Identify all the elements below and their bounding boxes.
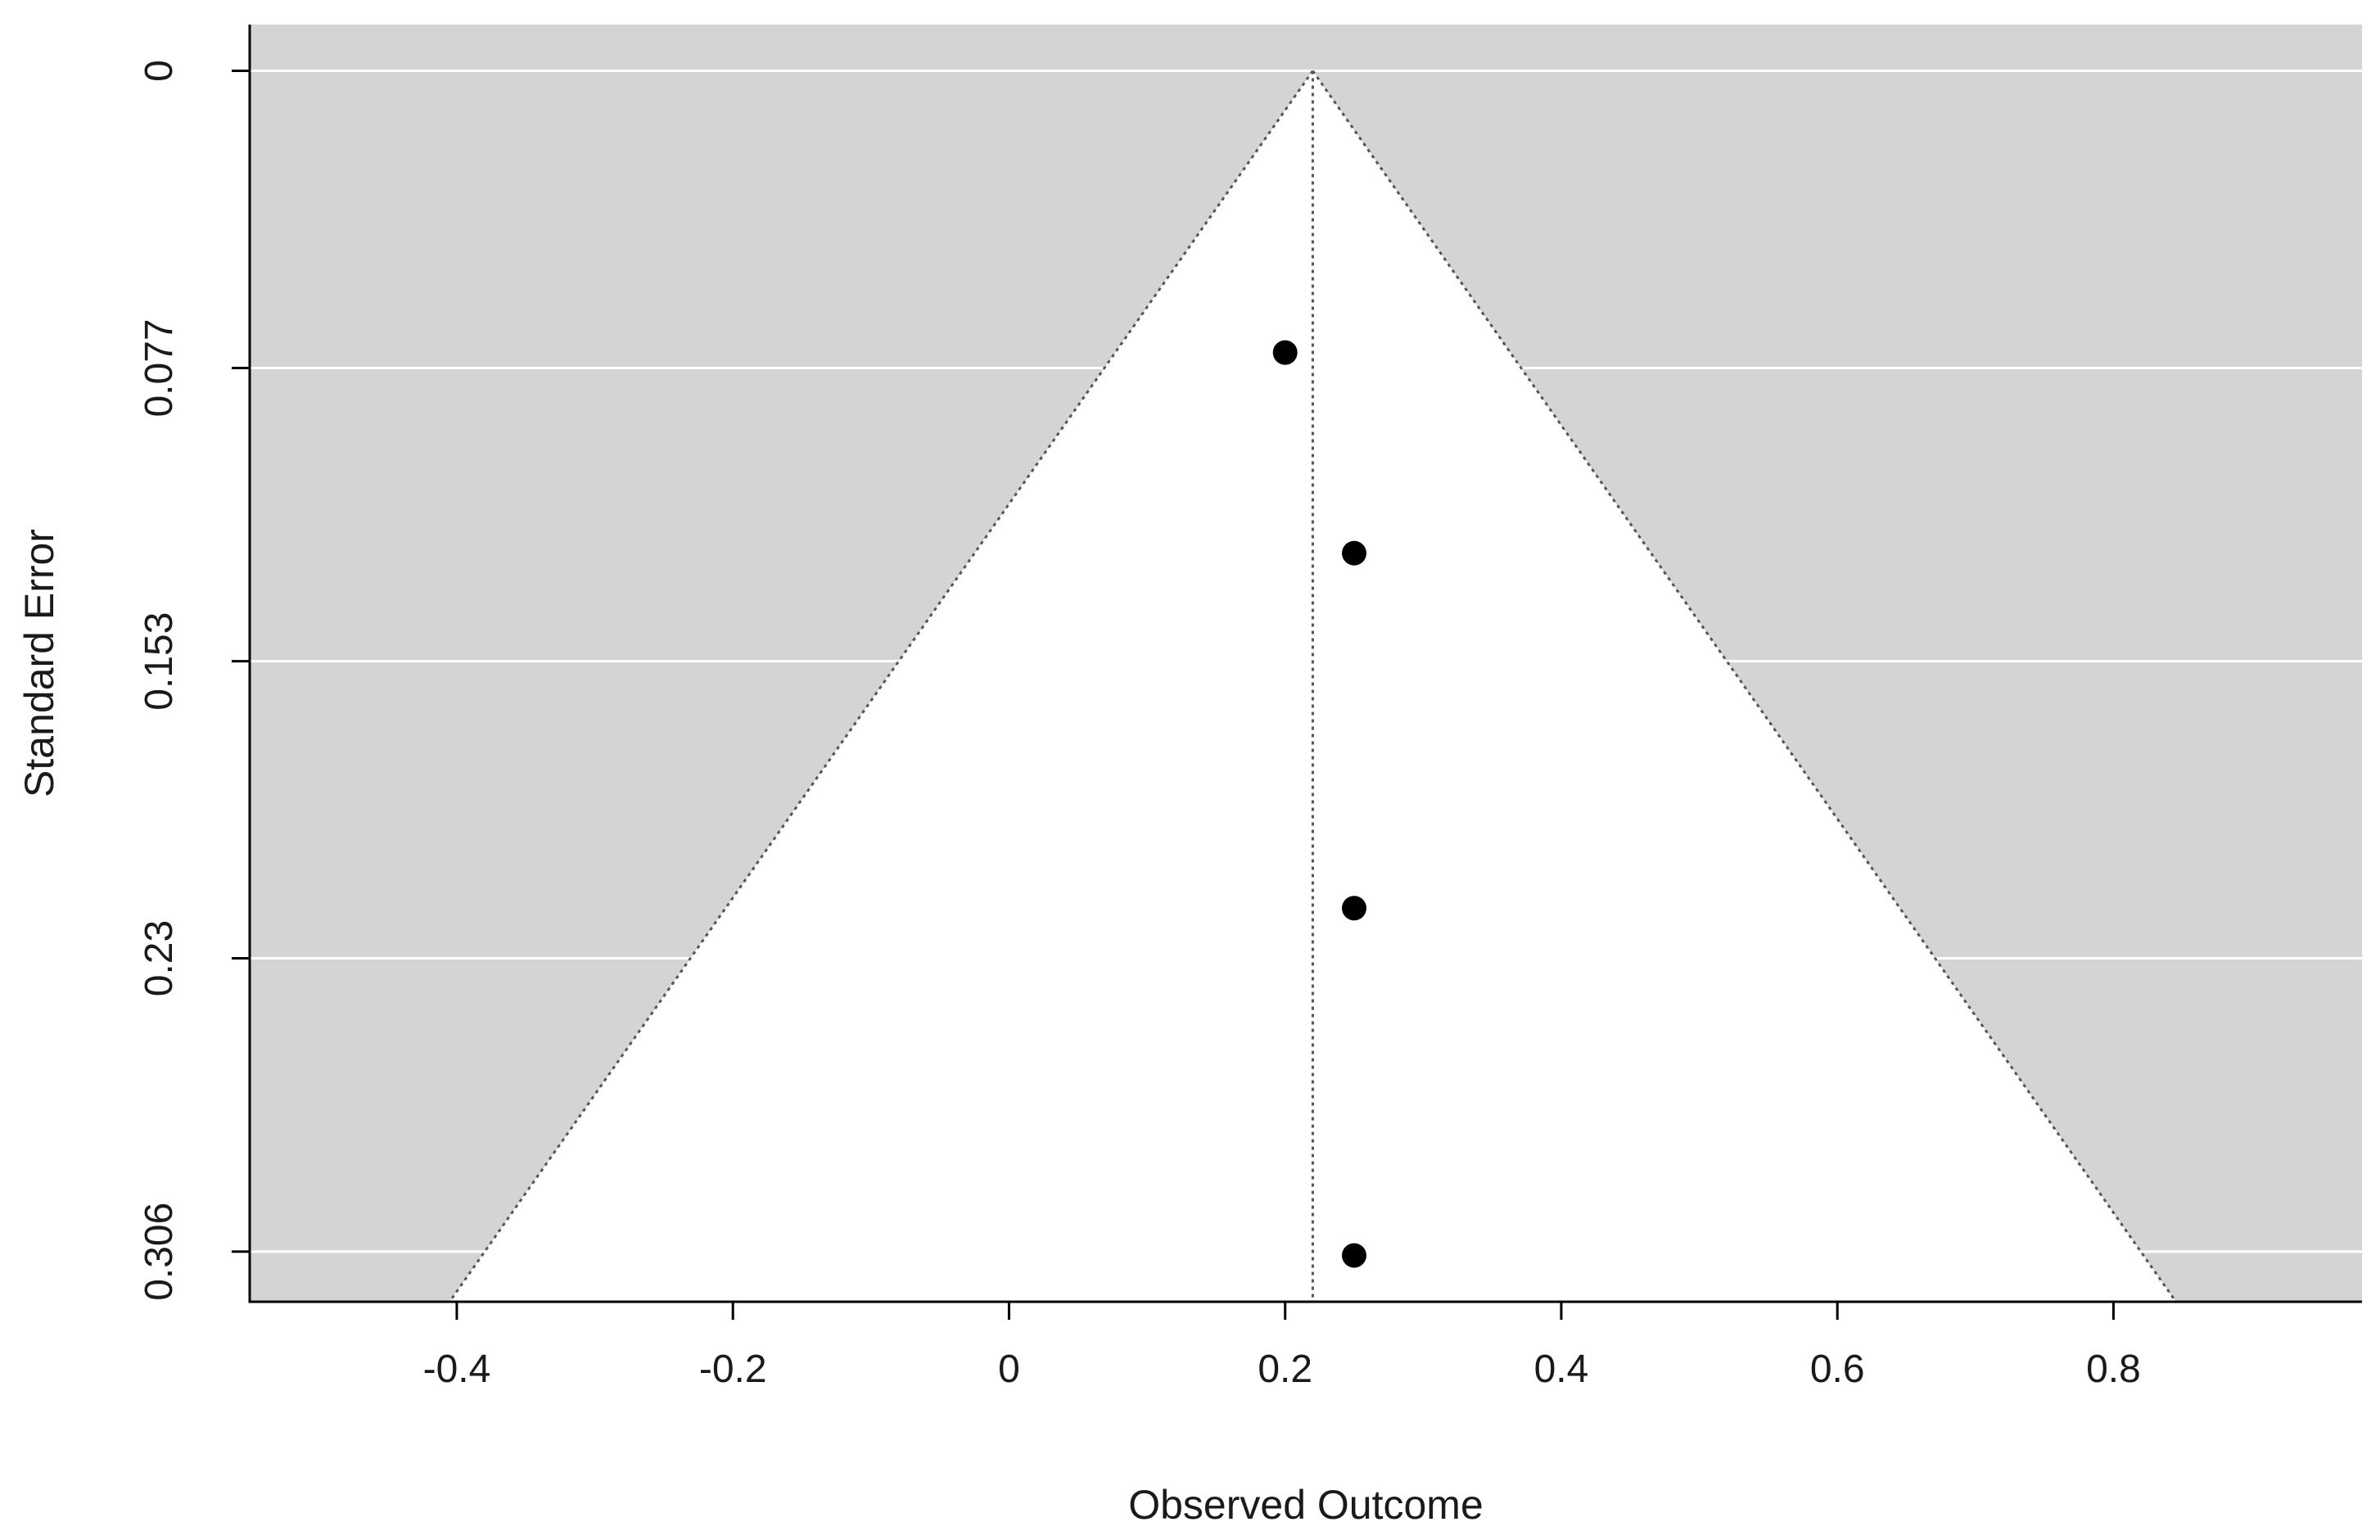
- y-tick-label-3: 0.23: [138, 920, 181, 996]
- y-axis: 0 0.077 0.153 0.23 0.306: [138, 60, 250, 1301]
- y-tick-label-0: 0: [138, 60, 181, 82]
- study-point-2: [1342, 896, 1367, 921]
- funnel-left-boundary: [448, 70, 1314, 1302]
- x-tick-label-0: -0.4: [423, 1348, 491, 1391]
- y-tick-label-1: 0.077: [138, 318, 181, 417]
- study-points: [1272, 340, 1367, 1268]
- x-tick-label-6: 0.8: [2086, 1348, 2141, 1391]
- study-point-0: [1272, 340, 1298, 365]
- y-tick-label-2: 0.153: [138, 612, 181, 711]
- y-axis-title: Standard Error: [16, 529, 62, 797]
- funnel-boundaries: [448, 70, 2177, 1302]
- x-axis: -0.4 -0.2 0 0.2 0.4 0.6 0.8: [423, 1300, 2141, 1391]
- x-tick-label-2: 0: [998, 1348, 1020, 1391]
- x-tick-label-4: 0.4: [1534, 1348, 1589, 1391]
- y-tick-label-4: 0.306: [138, 1203, 181, 1301]
- funnel-right-boundary: [1312, 70, 2177, 1302]
- x-axis-title: Observed Outcome: [1128, 1482, 1484, 1528]
- funnel-region: [449, 70, 2176, 1302]
- x-tick-label-1: -0.2: [699, 1348, 767, 1391]
- x-tick-label-5: 0.6: [1810, 1348, 1865, 1391]
- study-point-3: [1342, 1243, 1367, 1268]
- study-point-1: [1342, 540, 1367, 566]
- x-tick-label-3: 0.2: [1258, 1348, 1312, 1391]
